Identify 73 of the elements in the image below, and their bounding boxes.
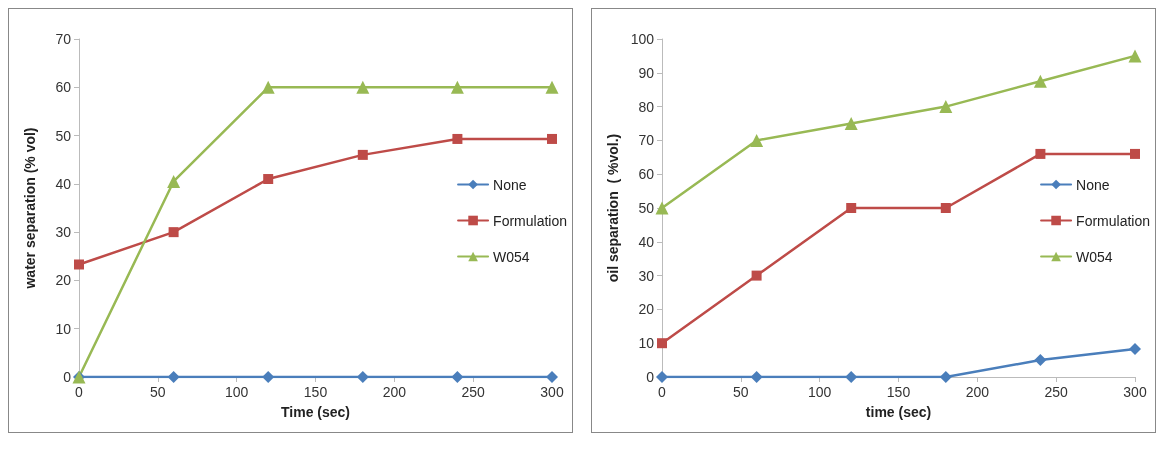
legend-label: W054 <box>1076 248 1113 265</box>
point <box>167 174 181 188</box>
point <box>168 227 179 238</box>
x-axis-title: Time (sec) <box>281 404 350 420</box>
legend-label: Formulation <box>493 212 567 229</box>
x-tick-label: 250 <box>1044 384 1069 400</box>
y-tick-label: 50 <box>55 127 72 144</box>
point <box>846 203 857 213</box>
point <box>1130 148 1140 159</box>
legend-label: None <box>493 176 527 193</box>
y-tick-label: 70 <box>638 132 655 149</box>
point <box>750 371 763 383</box>
x-tick-label: 200 <box>382 384 407 400</box>
x-axis-title: time (sec) <box>865 404 932 420</box>
legend-label: W054 <box>493 248 530 265</box>
point <box>751 270 762 281</box>
x-tick-label: 0 <box>658 384 667 400</box>
x-tick-label: 150 <box>886 384 911 400</box>
point <box>750 133 764 147</box>
y-tick-label: 60 <box>638 166 655 183</box>
x-tick-label: 100 <box>807 384 832 400</box>
point <box>356 80 370 94</box>
point <box>844 117 858 130</box>
point <box>655 201 669 215</box>
point <box>1035 148 1046 159</box>
point <box>74 259 84 270</box>
y-tick-label: 50 <box>638 200 655 216</box>
y-tick-label: 70 <box>55 31 72 47</box>
x-tick-label: 300 <box>540 384 564 400</box>
point <box>656 371 668 383</box>
y-tick-label: 90 <box>638 64 655 81</box>
legend-label: None <box>1076 176 1110 193</box>
point <box>657 338 667 349</box>
y-tick-label: 30 <box>55 224 72 241</box>
y-axis-title: oil separation ( %vol.) <box>604 133 621 283</box>
point <box>547 133 557 144</box>
point <box>546 371 558 383</box>
point <box>1033 74 1047 88</box>
y-axis-title: water separation (% vol) <box>22 127 38 290</box>
y-tick-label: 100 <box>630 31 655 47</box>
x-tick-label: 300 <box>1123 384 1147 400</box>
y-tick-label: 60 <box>55 79 72 96</box>
x-tick-label: 150 <box>303 384 328 400</box>
x-tick-label: 50 <box>150 384 166 400</box>
point <box>1129 342 1141 355</box>
y-tick-label: 80 <box>638 98 655 115</box>
y-tick-label: 40 <box>638 233 655 250</box>
y-tick-label: 10 <box>638 335 655 352</box>
y-tick-label: 30 <box>638 267 655 284</box>
x-tick-label: 100 <box>224 384 249 400</box>
x-tick-label: 200 <box>965 384 990 400</box>
y-tick-label: 40 <box>55 175 72 192</box>
y-tick-label: 10 <box>55 320 72 337</box>
point <box>357 149 368 160</box>
point <box>450 80 464 94</box>
point <box>263 174 274 185</box>
point <box>451 371 464 383</box>
x-tick-label: 250 <box>461 384 486 400</box>
point <box>1034 354 1047 367</box>
point <box>1128 49 1142 63</box>
point <box>167 371 180 383</box>
y-tick-label: 20 <box>55 272 72 289</box>
y-tick-label: 0 <box>63 369 72 385</box>
point <box>939 100 953 114</box>
legend-label: Formulation <box>1076 212 1150 229</box>
point <box>940 203 951 213</box>
y-tick-label: 0 <box>646 369 655 385</box>
point <box>452 133 463 144</box>
point <box>261 80 275 94</box>
x-tick-label: 50 <box>733 384 749 400</box>
point <box>545 80 559 94</box>
y-tick-label: 20 <box>638 301 655 318</box>
x-tick-label: 0 <box>75 384 84 400</box>
